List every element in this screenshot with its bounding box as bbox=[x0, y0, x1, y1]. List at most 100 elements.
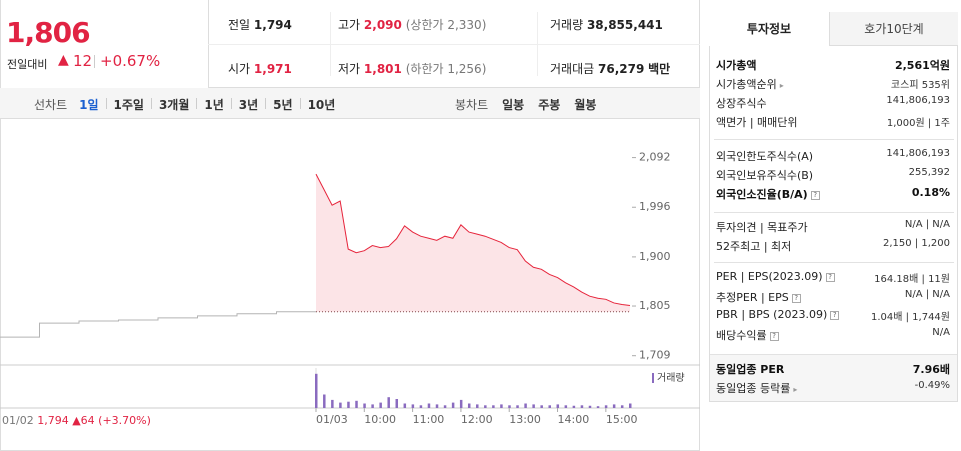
x-tick-label: 15:00 bbox=[606, 413, 638, 426]
prev-change: 64 bbox=[80, 414, 95, 427]
volume-bar bbox=[419, 405, 423, 408]
line-tabs: 선차트 1일 1주일 3개월 1년 3년 5년 10년 bbox=[34, 96, 335, 113]
summary-item: 시가 1,971 bbox=[228, 60, 292, 77]
volume-bar bbox=[508, 405, 511, 408]
period-tab[interactable]: 10년 bbox=[307, 98, 336, 112]
volume-bar bbox=[427, 403, 431, 408]
summary-item: 저가 1,801 (하한가 1,256) bbox=[338, 60, 486, 77]
change: 12 bbox=[73, 52, 93, 70]
info-row: 추정PER | EPS? N/A | N/A bbox=[716, 289, 950, 304]
info-row: 외국인소진율(B/A)? 0.18% bbox=[716, 186, 950, 201]
label: 투자의견 | 목표주가 bbox=[716, 221, 808, 234]
volume-bar bbox=[323, 394, 326, 408]
info-tab[interactable]: 호가10단계 bbox=[830, 12, 958, 46]
tab-sep bbox=[105, 98, 107, 109]
volume-bar bbox=[443, 405, 447, 408]
info-row: 동일업종 PER 7.96배 bbox=[716, 361, 950, 377]
value: 141,806,193 bbox=[886, 95, 950, 106]
info-tab[interactable]: 투자정보 bbox=[709, 12, 830, 46]
legend-swatch bbox=[652, 373, 654, 383]
period-tab[interactable]: 1년 bbox=[204, 98, 224, 112]
period-tab[interactable]: 1주일 bbox=[113, 98, 144, 112]
volume-bar bbox=[516, 405, 519, 408]
volume-bar bbox=[339, 402, 342, 408]
group-divider bbox=[714, 212, 954, 213]
volume-bar bbox=[315, 373, 318, 408]
label: PBR | BPS (2023.09) bbox=[716, 308, 828, 321]
info-row: PBR | BPS (2023.09)? 1.04배 | 1,744원 bbox=[716, 308, 950, 323]
tab-bar bbox=[0, 88, 700, 119]
col-divider bbox=[330, 12, 331, 76]
info-row: 투자의견 | 목표주가 N/A | N/A bbox=[716, 219, 950, 235]
value: 255,392 bbox=[908, 167, 950, 178]
y-tick-label: 2,092 bbox=[639, 151, 671, 164]
period-tab[interactable]: 3개월 bbox=[158, 98, 190, 112]
volume-bar bbox=[411, 404, 415, 408]
value: 1,000원 | 1주 bbox=[886, 118, 950, 129]
volume-bar bbox=[564, 405, 568, 408]
prev-day-line bbox=[0, 311, 316, 338]
volume-bar bbox=[532, 404, 535, 408]
volume-bar bbox=[604, 405, 608, 408]
y-tick-label: 1,900 bbox=[639, 250, 671, 263]
col-divider bbox=[537, 12, 538, 76]
value: 2,090 bbox=[363, 18, 402, 32]
info-row: 시가총액순위 ▸ 코스피 535위 bbox=[716, 78, 950, 91]
value: 1,971 bbox=[253, 62, 292, 76]
candle-tab[interactable]: 월봉 bbox=[574, 98, 597, 112]
price: 1,806 bbox=[6, 16, 91, 49]
volume-bar bbox=[355, 400, 358, 408]
volume-bar bbox=[500, 404, 503, 408]
tab-sep bbox=[299, 98, 301, 109]
prev-close: 1,794 bbox=[37, 414, 69, 427]
info-row: 외국인보유주식수(B) 255,392 bbox=[716, 167, 950, 183]
volume-bar bbox=[548, 405, 551, 408]
summary-item: 거래량 38,855,441 bbox=[550, 16, 663, 33]
period-tab[interactable]: 1일 bbox=[79, 98, 99, 112]
candle-tab[interactable]: 주봉 bbox=[538, 98, 561, 112]
prev-arrow: ▲ bbox=[72, 414, 81, 427]
label: 동일업종 PER bbox=[716, 363, 785, 376]
value: N/A bbox=[932, 327, 950, 338]
group-bg bbox=[710, 354, 957, 401]
period-tab[interactable]: 5년 bbox=[273, 98, 293, 112]
info-row: PER | EPS(2023.09)? 164.18배 | 11원 bbox=[716, 270, 950, 285]
change-arrow: ▲ bbox=[58, 52, 69, 68]
unit: 백만 bbox=[648, 62, 671, 76]
candle-tab[interactable]: 일봉 bbox=[502, 98, 525, 112]
price-area bbox=[316, 174, 630, 312]
label: 시가총액 bbox=[716, 59, 757, 72]
volume-bar bbox=[620, 405, 624, 408]
value: 0.18% bbox=[911, 186, 950, 199]
volume-bar bbox=[492, 405, 495, 408]
label[interactable]: 시가총액순위 bbox=[716, 78, 777, 91]
summary-divider bbox=[208, 44, 700, 45]
note: (상한가 2,330) bbox=[405, 18, 487, 32]
label: 외국인보유주식수(B) bbox=[716, 169, 814, 182]
value: 1,801 bbox=[363, 62, 402, 76]
volume-bar bbox=[395, 399, 399, 408]
prev-rate: (+3.70%) bbox=[98, 414, 151, 427]
summary-item: 고가 2,090 (상한가 2,330) bbox=[338, 16, 486, 33]
value: 1,794 bbox=[253, 18, 292, 32]
value: N/A | N/A bbox=[904, 289, 950, 300]
chart-footer: 01/02 1,794 ▲64 (+3.70%) bbox=[2, 414, 151, 427]
volume-bar bbox=[580, 405, 584, 408]
x-tick-label: 14:00 bbox=[558, 413, 590, 426]
info-row: 외국인한도주식수(A) 141,806,193 bbox=[716, 148, 950, 164]
label: 거래량 bbox=[550, 18, 584, 32]
label: 시가 bbox=[228, 62, 251, 76]
volume-bar bbox=[596, 406, 600, 408]
info-row: 액면가 | 매매단위 1,000원 | 1주 bbox=[716, 114, 950, 130]
volume-bar bbox=[403, 403, 407, 408]
period-tab[interactable]: 3년 bbox=[238, 98, 259, 112]
volume-bar bbox=[363, 403, 366, 408]
label: 거래대금 bbox=[550, 62, 595, 76]
label[interactable]: 동일업종 등락률 bbox=[716, 382, 791, 395]
info-row: 52주최고 | 최저 2,150 | 1,200 bbox=[716, 238, 950, 254]
volume-bar bbox=[379, 402, 382, 408]
value: 2,150 | 1,200 bbox=[883, 238, 950, 249]
label: 52주최고 | 최저 bbox=[716, 240, 792, 253]
tab-label: 봉차트 bbox=[455, 98, 489, 112]
